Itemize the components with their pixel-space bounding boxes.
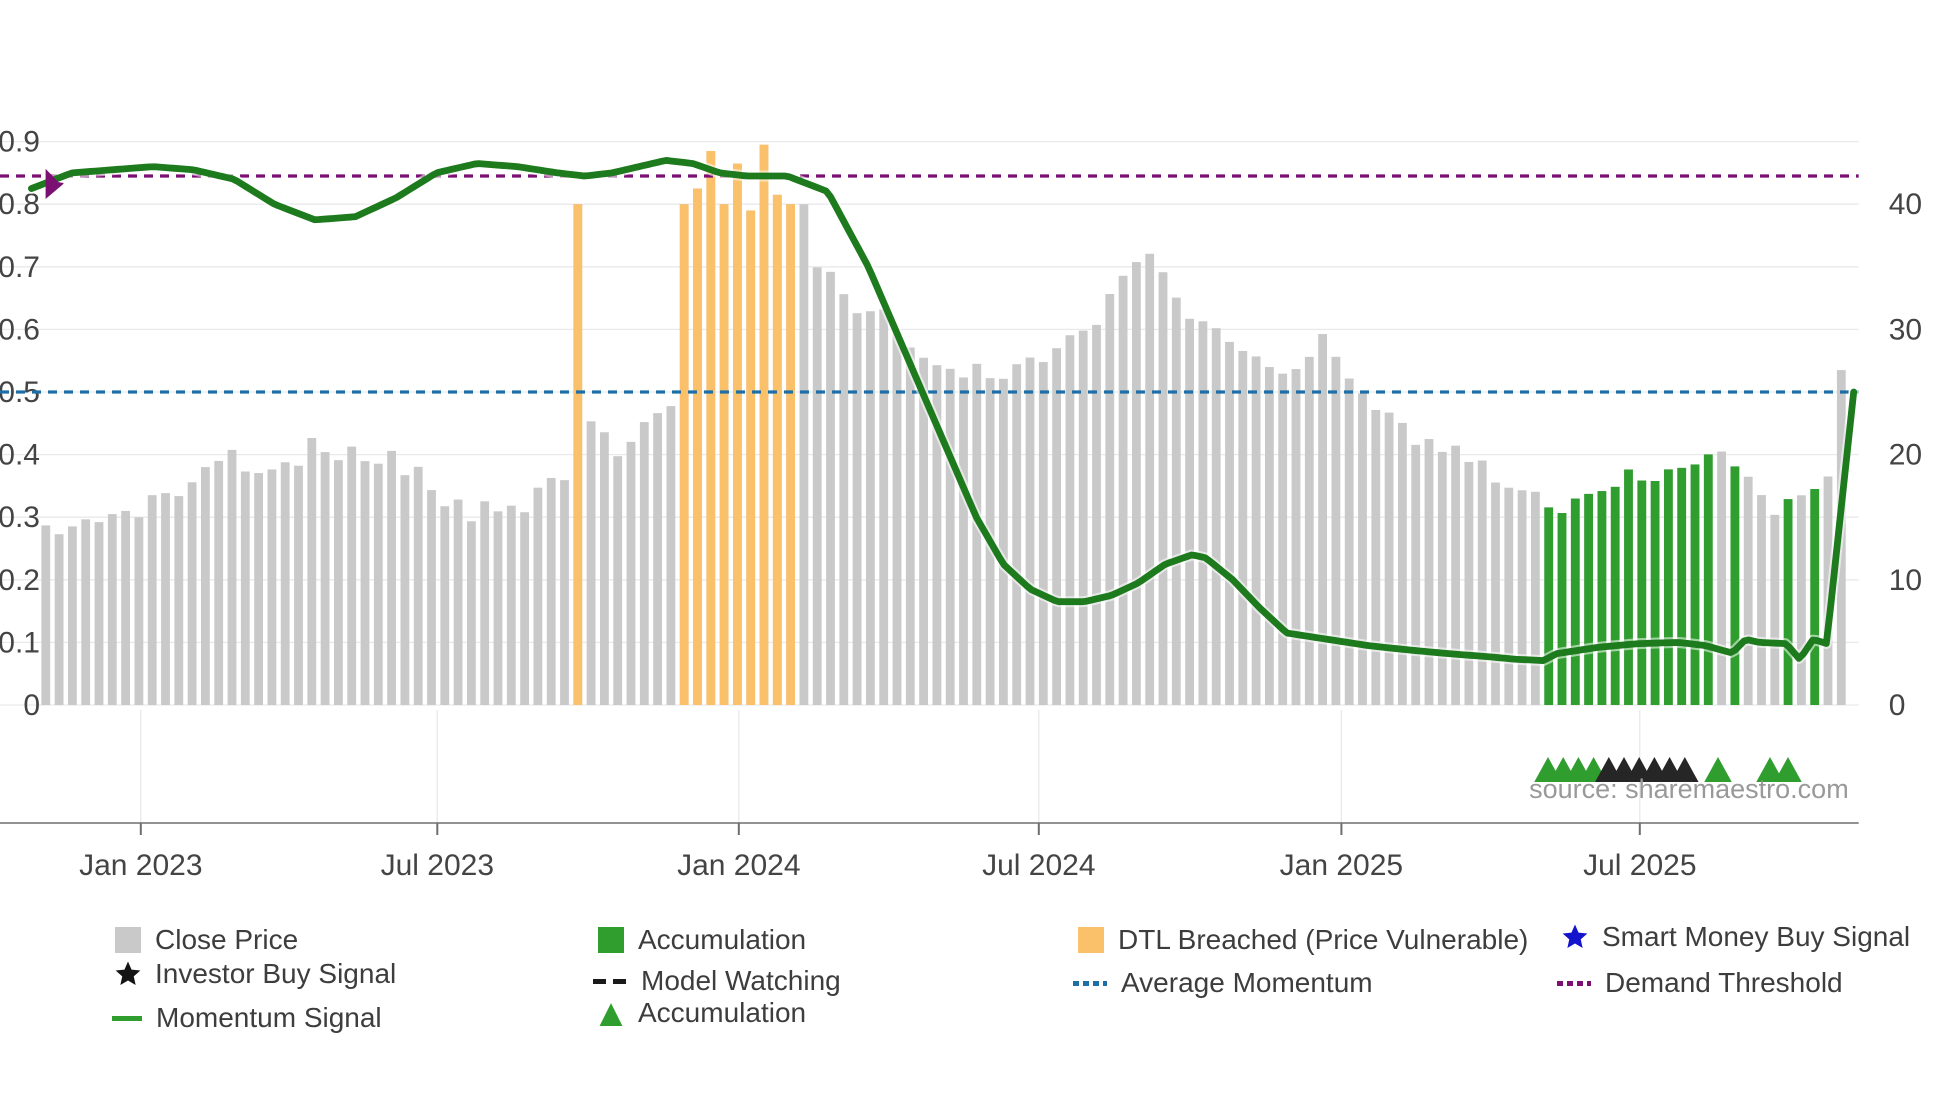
svg-text:source: sharemaestro.com: source: sharemaestro.com [1529,774,1849,804]
svg-text:0.2: 0.2 [0,564,40,597]
svg-text:40: 40 [1889,188,1922,221]
svg-text:Jul 2025: Jul 2025 [1583,849,1696,882]
svg-text:10: 10 [1889,564,1922,597]
svg-text:30: 30 [1889,313,1922,346]
svg-text:Jan 2025: Jan 2025 [1280,849,1403,882]
svg-text:Jan 2024: Jan 2024 [677,849,800,882]
svg-text:0.9: 0.9 [0,126,40,159]
svg-text:0: 0 [1889,689,1906,722]
svg-text:0.4: 0.4 [0,439,40,472]
svg-text:0.7: 0.7 [0,251,40,284]
svg-text:20: 20 [1889,439,1922,472]
svg-text:Jan 2023: Jan 2023 [79,849,202,882]
svg-text:Jul 2023: Jul 2023 [381,849,494,882]
svg-text:Jul 2024: Jul 2024 [982,849,1095,882]
svg-text:0.1: 0.1 [0,626,40,659]
svg-text:0: 0 [23,689,40,722]
svg-text:0.3: 0.3 [0,501,40,534]
svg-text:0.6: 0.6 [0,313,40,346]
